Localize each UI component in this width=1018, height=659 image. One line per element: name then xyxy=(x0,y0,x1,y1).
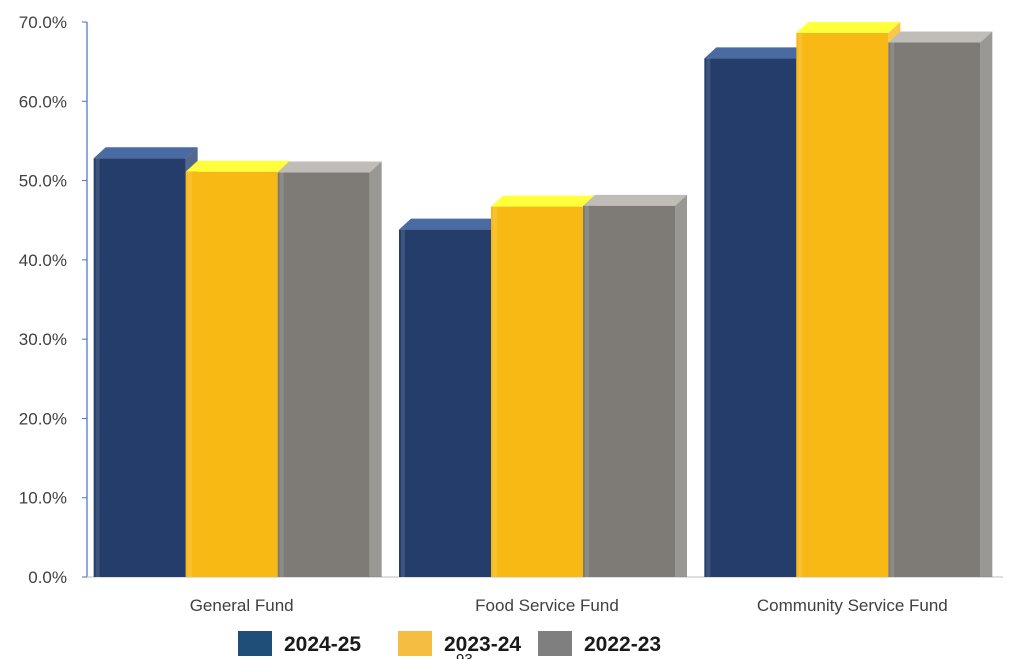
bar-bevel xyxy=(279,172,284,578)
bar xyxy=(185,160,290,577)
y-tick-label: 60.0% xyxy=(19,92,67,111)
bar-top xyxy=(399,218,503,230)
legend-swatch xyxy=(398,631,432,656)
bar-front xyxy=(93,158,186,577)
bar-front xyxy=(185,171,278,577)
x-tick-label: Community Service Fund xyxy=(757,596,948,615)
legend: 2024-25 2023-24 2022-23 93 xyxy=(238,631,661,659)
bar-top xyxy=(583,194,687,206)
legend-item: 2023-24 xyxy=(398,631,521,656)
bar-front xyxy=(491,206,583,577)
bar-front xyxy=(796,33,889,577)
bar-front xyxy=(399,229,491,577)
y-tick-label: 70.0% xyxy=(19,13,67,32)
x-tick-label: General Fund xyxy=(190,596,294,615)
bar xyxy=(491,195,595,577)
axis-labels: 0.0% 10.0% 20.0% 30.0% 40.0% 50.0% 60.0% 70.0% G… xyxy=(19,13,948,615)
bar-top xyxy=(93,147,198,159)
legend-label: 2022-23 xyxy=(584,633,661,656)
y-tick-label: 10.0% xyxy=(19,489,67,508)
bar-top xyxy=(185,160,290,172)
bar-top xyxy=(888,31,993,43)
bar-bevel xyxy=(95,158,100,577)
bar-bevel xyxy=(706,58,711,577)
bar xyxy=(399,218,503,577)
legend-label: 2023-24 xyxy=(444,633,521,656)
bar xyxy=(277,161,382,578)
y-tick-label: 30.0% xyxy=(19,330,67,349)
bar-top xyxy=(704,47,809,59)
bar-bevel xyxy=(890,42,895,578)
bar-front xyxy=(277,172,370,578)
bar xyxy=(704,47,809,577)
bar-side xyxy=(675,194,687,578)
bar xyxy=(583,194,687,578)
bar-bevel xyxy=(585,205,589,578)
y-tick-label: 40.0% xyxy=(19,251,67,270)
legend-item: 2024-25 xyxy=(238,631,361,656)
bars xyxy=(93,22,993,578)
bar-front xyxy=(888,42,981,578)
bar-bevel xyxy=(401,229,405,577)
bar-top xyxy=(277,161,382,173)
bar xyxy=(888,31,993,578)
y-tick-label: 0.0% xyxy=(28,568,67,587)
legend-swatch xyxy=(538,631,572,656)
bar-side xyxy=(980,31,993,578)
legend-swatch xyxy=(238,631,272,656)
bar xyxy=(796,22,901,577)
y-tick-label: 50.0% xyxy=(19,172,67,191)
bar-front xyxy=(704,58,797,577)
bar-bevel xyxy=(187,171,192,577)
y-tick-label: 20.0% xyxy=(19,409,67,428)
bar-side xyxy=(369,161,382,578)
bar-bevel xyxy=(798,33,803,577)
bar-top xyxy=(796,22,901,33)
bar-front xyxy=(583,205,675,578)
x-tick-label: Food Service Fund xyxy=(475,596,619,615)
stray-text: 93 xyxy=(456,651,473,659)
legend-item: 2022-23 xyxy=(538,631,661,656)
legend-label: 2024-25 xyxy=(284,633,361,656)
bar xyxy=(93,147,198,577)
bar-bevel xyxy=(493,206,497,577)
bar-top xyxy=(491,195,595,207)
